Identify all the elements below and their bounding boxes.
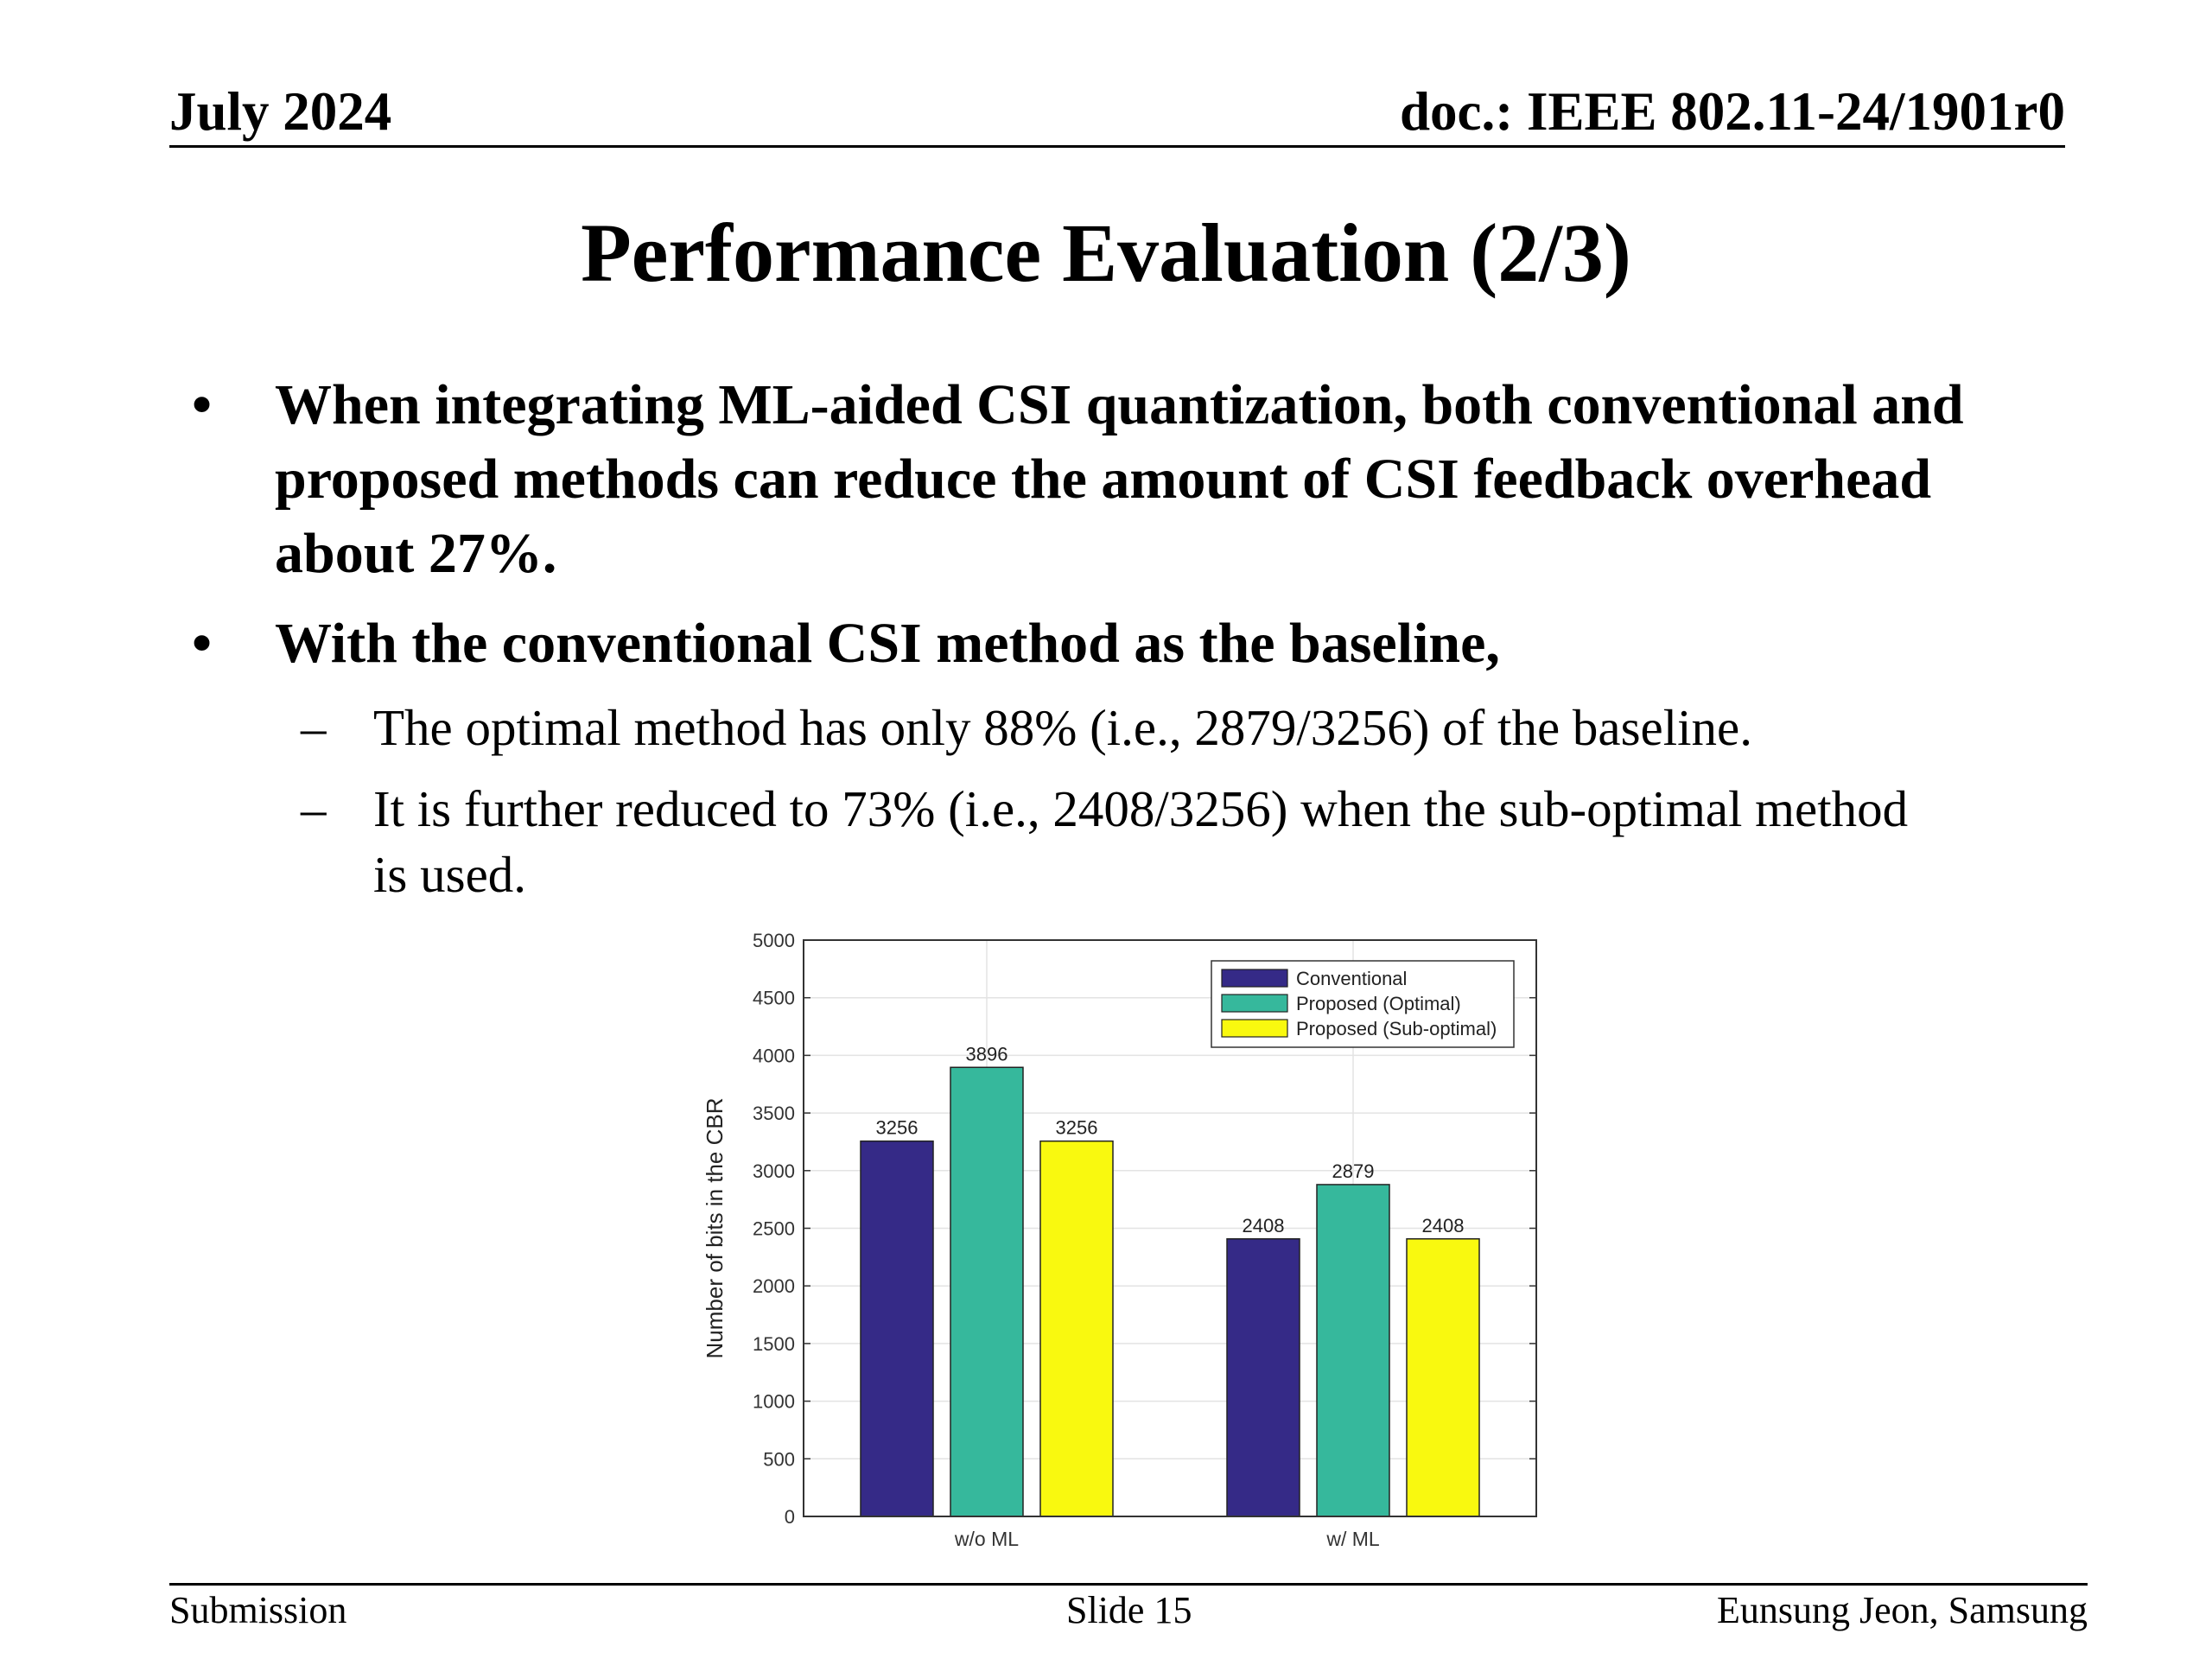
y-tick-label: 1000	[753, 1391, 795, 1413]
y-tick-label: 2000	[753, 1275, 795, 1297]
y-tick-label: 500	[763, 1448, 795, 1470]
sub-bullet-1-marker: –	[301, 699, 327, 756]
bar	[1226, 1238, 1300, 1517]
footer-submission: Submission	[169, 1589, 347, 1631]
header-doc-id: doc.: IEEE 802.11-24/1901r0	[1399, 81, 2065, 142]
bullet-1-text: When integrating ML-aided CSI quantizati…	[275, 373, 1964, 585]
sub-bullet-2-marker: –	[301, 780, 327, 837]
bullet-2-marker: •	[192, 612, 213, 675]
y-tick-label: 3000	[753, 1160, 795, 1182]
bullet-1-marker: •	[192, 373, 213, 436]
plot-frame	[803, 939, 1537, 1517]
bullet-2-text: With the conventional CSI method as the …	[275, 612, 1500, 675]
y-tick-label: 4500	[753, 988, 795, 1009]
bar-data-label: 2408	[1243, 1215, 1285, 1236]
legend-label: Conventional	[1296, 968, 1407, 989]
legend-label: Proposed (Optimal)	[1296, 993, 1461, 1014]
y-tick-label: 0	[785, 1506, 795, 1528]
bar-data-label: 3256	[1056, 1117, 1098, 1139]
bar	[860, 1140, 934, 1517]
legend-swatch	[1221, 1019, 1288, 1038]
bar	[1406, 1238, 1480, 1517]
header-date: July 2024	[169, 81, 392, 142]
sub-bullet-2-text: It is further reduced to 73% (i.e., 2408…	[373, 780, 1909, 903]
y-tick-label: 1500	[753, 1333, 795, 1355]
bar-data-label: 2408	[1422, 1215, 1465, 1236]
bar	[950, 1066, 1024, 1517]
slide-title: Performance Evaluation (2/3)	[581, 207, 1631, 299]
x-tick-label: w/ ML	[1325, 1528, 1380, 1550]
header-divider	[169, 145, 2065, 148]
y-tick-label: 5000	[753, 930, 795, 951]
footer-slide-number: Slide 15	[1066, 1589, 1192, 1631]
bar-chart: 0 500 1000 1500 2000 2500 3000 3500 4000 4500 5000…	[702, 930, 1537, 1550]
y-tick-label: 3500	[753, 1103, 795, 1124]
bar-data-label: 2879	[1332, 1160, 1375, 1182]
y-tick-label: 2500	[753, 1218, 795, 1240]
y-axis-label: Number of bits in the CBR	[702, 1097, 728, 1358]
x-tick-label: w/o ML	[954, 1528, 1019, 1550]
bar-data-label: 3896	[966, 1043, 1008, 1065]
sub-bullet-1-text: The optimal method has only 88% (i.e., 2…	[373, 699, 1752, 756]
legend-label: Proposed (Sub-optimal)	[1296, 1018, 1497, 1039]
y-tick-label: 4000	[753, 1045, 795, 1066]
legend-swatch	[1221, 969, 1288, 988]
footer-author: Eunsung Jeon, Samsung	[1717, 1589, 2088, 1631]
bar	[1039, 1140, 1114, 1517]
footer-divider	[169, 1583, 2088, 1586]
bar	[1316, 1184, 1390, 1517]
bar-data-label: 3256	[876, 1117, 918, 1139]
legend-swatch	[1221, 994, 1288, 1013]
